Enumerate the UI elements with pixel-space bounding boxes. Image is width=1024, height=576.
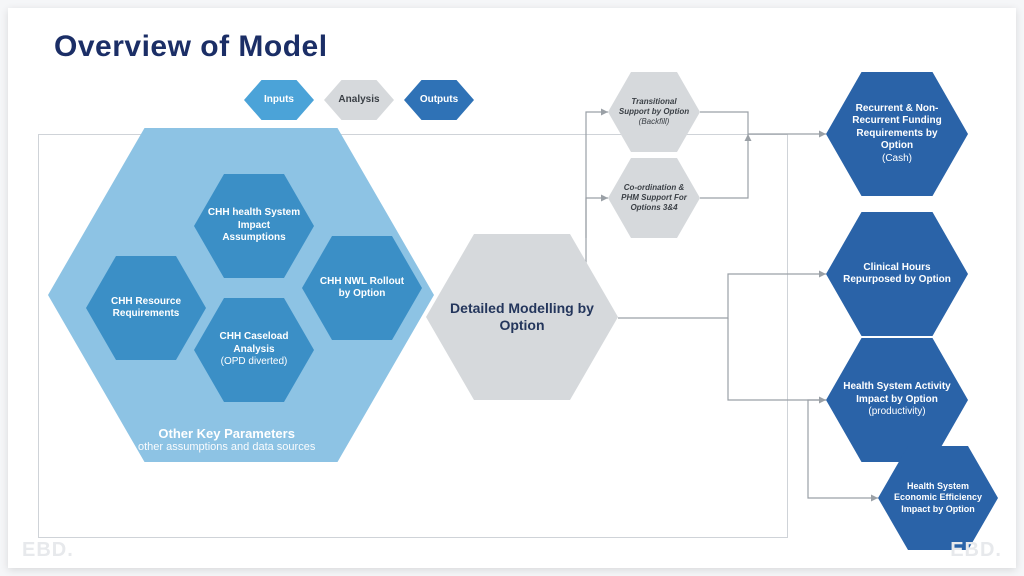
legend-inputs-label: Inputs: [257, 94, 301, 107]
legend-analysis-label: Analysis: [331, 94, 386, 107]
watermark-right: EBD.: [950, 539, 1002, 562]
other-key-parameters-label: Other Key Parameters other assumptions a…: [138, 426, 315, 453]
legend-analysis-hex: Analysis: [324, 80, 394, 120]
legend-outputs-label: Outputs: [413, 94, 465, 107]
legend-inputs-hex: Inputs: [244, 80, 314, 120]
output-activity-hex: Health System Activity Impact by Option(…: [826, 338, 968, 462]
output-funding-hex: Recurrent & Non-Recurrent Funding Requir…: [826, 72, 968, 196]
output-clinical-hex: Clinical Hours Repurposed by Option: [826, 212, 968, 336]
page-title: Overview of Model: [54, 30, 328, 64]
legend-outputs-hex: Outputs: [404, 80, 474, 120]
slide: Overview of Model Inputs Analysis Output…: [8, 8, 1016, 568]
watermark-left: EBD.: [22, 539, 74, 562]
